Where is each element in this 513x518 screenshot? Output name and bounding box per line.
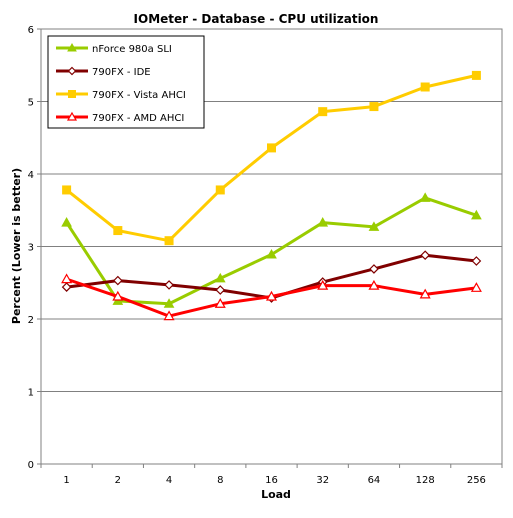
legend-label: 790FX - IDE xyxy=(92,67,151,78)
data-point xyxy=(266,248,277,259)
x-tick-label: 32 xyxy=(316,475,329,486)
y-tick-label: 5 xyxy=(28,98,34,109)
data-point xyxy=(61,282,72,292)
data-point xyxy=(214,272,226,283)
x-tick-label: 1 xyxy=(63,475,69,486)
legend-swatch-marker xyxy=(68,90,76,98)
x-tick-label: 8 xyxy=(217,475,223,486)
data-point xyxy=(214,298,226,308)
data-point xyxy=(369,102,379,112)
x-tick-label: 64 xyxy=(368,475,381,486)
data-point xyxy=(420,82,430,92)
legend: nForce 980a SLI 790FX - IDE 790FX - Vista … xyxy=(47,35,205,129)
data-point xyxy=(112,275,123,286)
axes: 0 1 2 3 4 5 6 1 2 4 8 16 32 64 128 256 xyxy=(28,25,503,486)
legend-label: 790FX - Vista AHCI xyxy=(92,90,186,101)
data-point xyxy=(419,192,431,202)
x-tick-label: 256 xyxy=(467,475,486,486)
data-point xyxy=(164,236,174,246)
data-point xyxy=(420,250,431,261)
legend-item: 790FX - AMD AHCI xyxy=(56,111,184,124)
legend-item: nForce 980a SLI xyxy=(56,42,172,55)
data-point xyxy=(368,279,380,290)
data-point xyxy=(61,273,73,284)
legend-label: 790FX - AMD AHCI xyxy=(92,113,184,124)
data-point xyxy=(317,217,329,227)
data-point xyxy=(62,185,72,195)
y-tick-label: 1 xyxy=(28,388,34,399)
data-point xyxy=(419,288,431,299)
data-point xyxy=(163,298,175,308)
data-point xyxy=(61,217,72,227)
x-tick-label: 16 xyxy=(265,475,278,486)
series-3 xyxy=(62,70,481,246)
data-point xyxy=(112,290,124,301)
data-point xyxy=(163,310,175,321)
data-point xyxy=(471,256,482,266)
x-tick-label: 4 xyxy=(166,475,172,486)
series-layer xyxy=(61,70,482,321)
data-point xyxy=(471,209,482,220)
x-tick-label: 2 xyxy=(115,475,121,486)
y-tick-label: 6 xyxy=(28,25,34,36)
data-point xyxy=(317,279,329,290)
legend-swatch-marker xyxy=(67,42,77,52)
data-point xyxy=(369,264,379,274)
legend-item: 790FX - Vista AHCI xyxy=(56,90,186,101)
data-point xyxy=(215,185,225,195)
data-point xyxy=(267,143,276,153)
x-axis-title: Load xyxy=(261,488,291,501)
legend-swatch-marker xyxy=(67,66,77,76)
legend-swatch-marker xyxy=(66,111,78,121)
x-tick-label: 128 xyxy=(416,475,435,486)
chart-title: IOMeter - Database - CPU utilization xyxy=(134,12,379,26)
y-tick-label: 0 xyxy=(28,460,34,471)
series-4 xyxy=(61,273,482,321)
data-point xyxy=(265,290,278,301)
data-point xyxy=(318,107,328,117)
data-point xyxy=(470,282,482,292)
data-point xyxy=(164,280,174,290)
data-point xyxy=(215,285,226,295)
y-tick-label: 2 xyxy=(28,315,34,326)
data-point xyxy=(113,226,123,236)
data-point xyxy=(368,221,380,231)
y-axis-title: Percent (Lower is better) xyxy=(10,168,23,324)
legend-label: nForce 980a SLI xyxy=(92,44,172,55)
legend-item: 790FX - IDE xyxy=(56,66,151,78)
data-point xyxy=(471,70,481,80)
y-tick-label: 3 xyxy=(28,243,34,254)
y-tick-label: 4 xyxy=(28,170,34,181)
